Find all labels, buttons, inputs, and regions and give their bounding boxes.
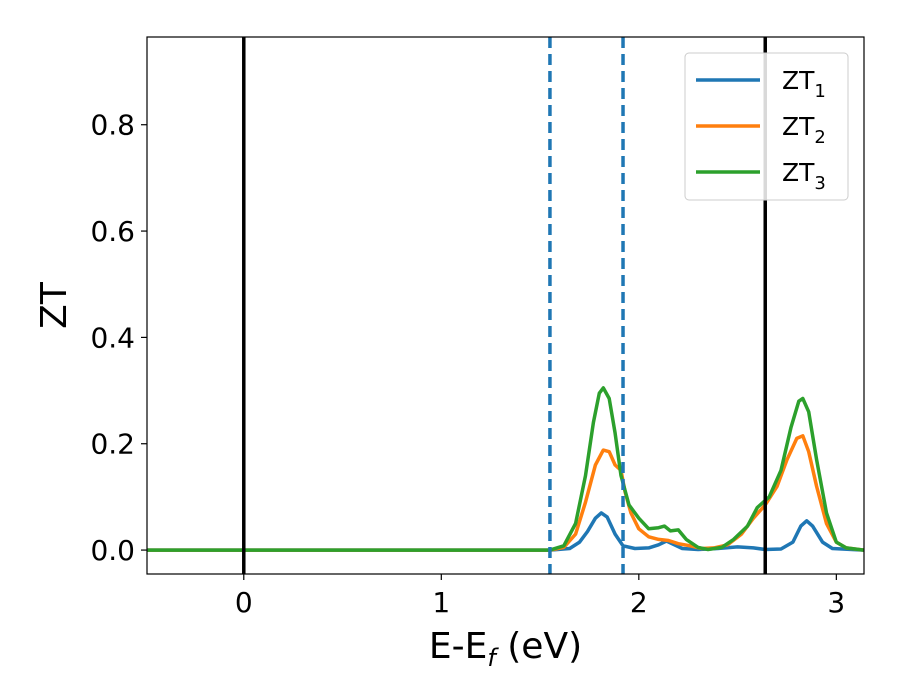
x-tick-label: 3	[827, 586, 845, 619]
y-tick-label: 0.2	[90, 428, 135, 461]
legend-label-2: ZT2	[782, 112, 826, 148]
x-tick-label: 0	[235, 586, 253, 619]
x-axis-title-main: E-E	[429, 626, 487, 667]
x-axis-title: E-Ef (eV)	[429, 626, 582, 672]
legend: ZT1 ZT2 ZT3	[684, 52, 849, 201]
y-tick-label: 0.4	[90, 321, 135, 354]
y-tick-label: 0.6	[90, 215, 135, 248]
legend-label-1: ZT1	[782, 66, 826, 102]
series-line-1	[147, 511, 864, 552]
legend-box	[684, 52, 849, 201]
legend-label-3: ZT3	[782, 158, 826, 194]
x-tick-label: 2	[630, 586, 648, 619]
y-tick-label: 0.0	[90, 534, 135, 567]
series-line-2	[147, 434, 864, 552]
series-line-3	[147, 386, 864, 552]
y-axis-title: ZT	[34, 281, 75, 329]
y-tick-label: 0.8	[90, 109, 135, 142]
series-layer	[147, 386, 864, 552]
tick-layer: 0 1 2 3 0.0 0.2 0.4 0.6 0.8	[90, 109, 845, 619]
x-tick-label: 1	[432, 586, 450, 619]
x-axis-title-unit: (eV)	[496, 626, 582, 667]
plot-frame	[146, 36, 865, 575]
